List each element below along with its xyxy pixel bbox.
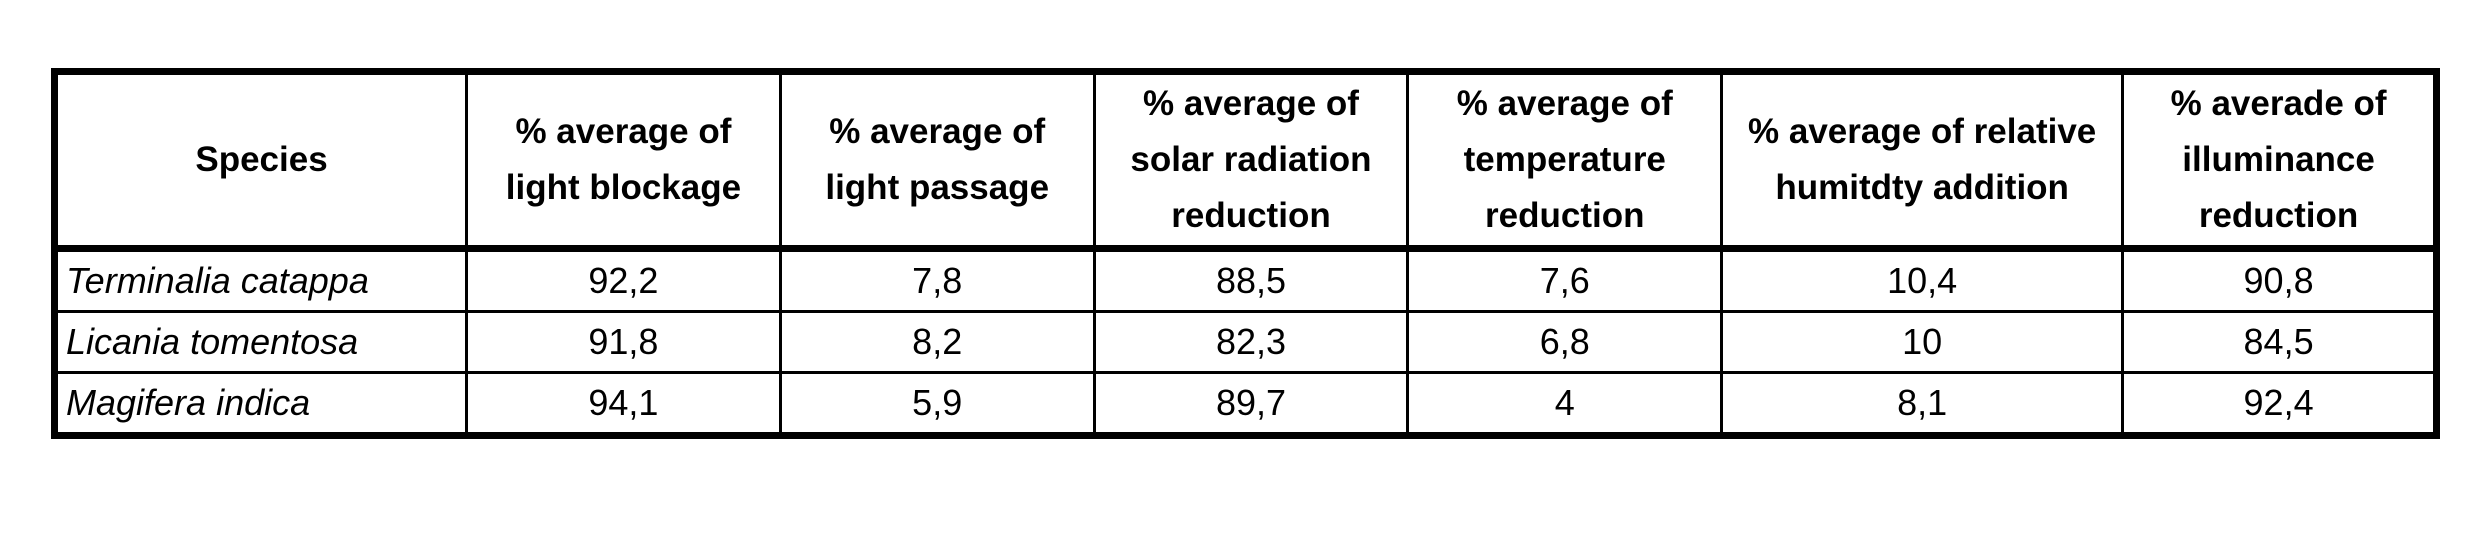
temperature-cell: 6,8 xyxy=(1406,310,1724,374)
temperature-cell: 4 xyxy=(1406,371,1724,437)
light-blockage-cell: 91,8 xyxy=(465,310,782,374)
illuminance-cell: 92,4 xyxy=(2121,371,2438,437)
species-cell: Terminalia catappa xyxy=(52,247,469,313)
humidity-cell: 10,4 xyxy=(1720,247,2125,313)
header-species: Species xyxy=(52,70,469,252)
humidity-cell: 8,1 xyxy=(1720,371,2125,437)
species-light-table: Species % average of light blockage % av… xyxy=(51,68,2440,439)
header-solar-radiation-reduction: % average of solar radiation reduction xyxy=(1092,70,1410,252)
table-row: Terminalia catappa 92,2 7,8 88,5 7,6 10,… xyxy=(52,247,2438,313)
species-cell: Magifera indica xyxy=(52,371,469,437)
header-light-passage: % average of light passage xyxy=(778,70,1096,252)
header-illuminance-reduction: % averade of illuminance reduction xyxy=(2121,70,2438,252)
light-blockage-cell: 94,1 xyxy=(465,371,782,437)
light-passage-cell: 5,9 xyxy=(778,371,1096,437)
header-temperature-reduction: % average of temperature reduction xyxy=(1406,70,1724,252)
light-passage-cell: 8,2 xyxy=(778,310,1096,374)
solar-radiation-cell: 82,3 xyxy=(1092,310,1410,374)
data-table-container: Species % average of light blockage % av… xyxy=(51,68,2440,439)
solar-radiation-cell: 88,5 xyxy=(1092,247,1410,313)
solar-radiation-cell: 89,7 xyxy=(1092,371,1410,437)
illuminance-cell: 84,5 xyxy=(2121,310,2438,374)
header-light-blockage: % average of light blockage xyxy=(465,70,782,252)
table-header-row: Species % average of light blockage % av… xyxy=(52,70,2438,252)
light-blockage-cell: 92,2 xyxy=(465,247,782,313)
temperature-cell: 7,6 xyxy=(1406,247,1724,313)
species-cell: Licania tomentosa xyxy=(52,310,469,374)
table-row: Magifera indica 94,1 5,9 89,7 4 8,1 92,4 xyxy=(52,371,2438,437)
illuminance-cell: 90,8 xyxy=(2121,247,2438,313)
header-relative-humidity-addition: % average of relative humitdty addition xyxy=(1720,70,2125,252)
humidity-cell: 10 xyxy=(1720,310,2125,374)
light-passage-cell: 7,8 xyxy=(778,247,1096,313)
table-row: Licania tomentosa 91,8 8,2 82,3 6,8 10 8… xyxy=(52,310,2438,374)
